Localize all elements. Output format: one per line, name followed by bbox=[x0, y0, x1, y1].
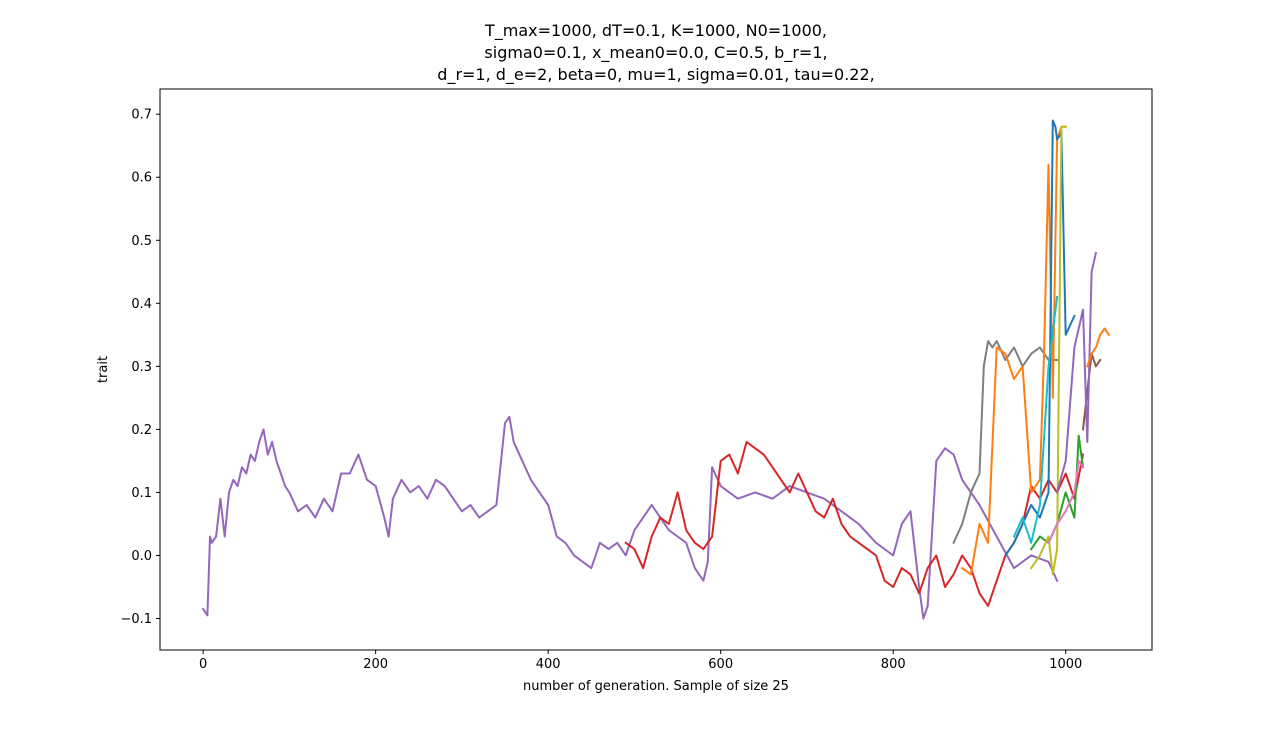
chart-title-line-3: d_r=1, d_e=2, beta=0, mu=1, sigma=0.01, … bbox=[437, 65, 874, 85]
x-axis-ticks: 0 200 400 600 800 1000 bbox=[199, 650, 1082, 672]
x-tick-label: 800 bbox=[881, 657, 906, 672]
series-line-1 bbox=[201, 415, 1059, 620]
series-line-9 bbox=[1047, 459, 1085, 545]
y-tick-label: 0.4 bbox=[131, 297, 152, 312]
x-tick-label: 200 bbox=[363, 657, 388, 672]
x-tick-label: 400 bbox=[536, 657, 561, 672]
y-tick-label: 0.2 bbox=[131, 423, 152, 438]
x-tick-label: 1000 bbox=[1049, 657, 1082, 672]
x-tick-label: 0 bbox=[199, 657, 207, 672]
series-line-3 bbox=[952, 340, 1059, 545]
x-axis-label: number of generation. Sample of size 25 bbox=[523, 679, 789, 694]
chart-title-line-1: T_max=1000, dT=0.1, K=1000, N0=1000, bbox=[484, 21, 827, 41]
y-tick-label: 0.3 bbox=[131, 360, 152, 375]
y-tick-label: 0.6 bbox=[131, 171, 152, 186]
y-tick-label: 0.1 bbox=[131, 486, 152, 501]
y-axis-label: trait bbox=[96, 356, 111, 383]
series-line-4 bbox=[960, 125, 1067, 576]
y-axis-ticks: −0.1 0.0 0.1 0.2 0.3 0.4 0.5 0.6 0.7 bbox=[120, 108, 160, 627]
series-line-5 bbox=[1004, 119, 1076, 557]
plot-frame bbox=[159, 88, 1153, 651]
y-tick-label: 0.7 bbox=[131, 108, 152, 123]
series-line-10 bbox=[1081, 352, 1102, 431]
series-line-11 bbox=[1055, 251, 1098, 494]
series-line-12 bbox=[1086, 327, 1111, 368]
y-tick-label: −0.1 bbox=[120, 612, 152, 627]
series-line-7 bbox=[1029, 434, 1085, 551]
chart-title-line-2: sigma0=0.1, x_mean0=0.0, C=0.5, b_r=1, bbox=[484, 43, 827, 63]
series-line-8 bbox=[1029, 125, 1067, 576]
y-tick-label: 0.0 bbox=[131, 549, 152, 564]
y-tick-label: 0.5 bbox=[131, 234, 152, 249]
series-layer bbox=[201, 119, 1111, 620]
x-tick-label: 600 bbox=[708, 657, 733, 672]
series-line-6 bbox=[1012, 295, 1059, 544]
